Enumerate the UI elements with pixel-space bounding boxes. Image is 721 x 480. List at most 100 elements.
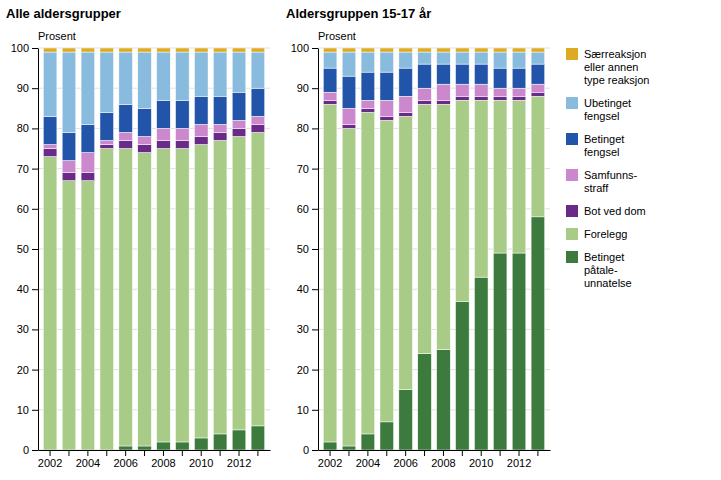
bar-segment bbox=[531, 52, 545, 64]
y-tick-label: 20 bbox=[297, 364, 309, 376]
x-tick-mark bbox=[87, 450, 88, 456]
y-tick-mark bbox=[32, 289, 38, 290]
x-tick-mark bbox=[144, 450, 145, 456]
bar-segment bbox=[119, 104, 133, 132]
bar-segment bbox=[176, 52, 190, 100]
bar-segment bbox=[380, 52, 394, 72]
x-tick-label: 2010 bbox=[189, 457, 213, 469]
x-tick: 2008 bbox=[151, 450, 175, 469]
x-tick-mark bbox=[462, 450, 463, 456]
y-tick-label: 0 bbox=[23, 444, 29, 456]
y-tick-label: 20 bbox=[17, 364, 29, 376]
bar-segment bbox=[380, 72, 394, 100]
y-tick-label: 50 bbox=[17, 243, 29, 255]
bar-segment bbox=[456, 48, 470, 52]
bar-segment bbox=[138, 153, 152, 446]
bar-segment bbox=[493, 96, 507, 100]
bar-segment bbox=[232, 48, 246, 52]
bar-segment bbox=[138, 52, 152, 108]
bar-segment bbox=[62, 52, 76, 132]
bar-segment bbox=[194, 144, 208, 437]
legend-swatch bbox=[566, 228, 578, 240]
bar-segment bbox=[100, 149, 114, 451]
bar-segment bbox=[380, 120, 394, 422]
x-axis: 200220042006200820102012 bbox=[38, 450, 271, 469]
y-tick-mark bbox=[32, 169, 38, 170]
bar-segment bbox=[194, 52, 208, 96]
bar-segment bbox=[43, 52, 57, 116]
x-tick-label: 2008 bbox=[151, 457, 175, 469]
legend-swatch bbox=[566, 251, 578, 263]
y-tick: 100 bbox=[291, 42, 318, 54]
y-tick-label: 10 bbox=[17, 404, 29, 416]
x-tick-mark bbox=[367, 450, 368, 456]
x-axis-line bbox=[39, 450, 271, 451]
x-tick: 2008 bbox=[431, 450, 455, 469]
bar-segment bbox=[176, 149, 190, 442]
bar-segment bbox=[493, 48, 507, 52]
bar-segment bbox=[437, 84, 451, 100]
x-tick-mark bbox=[519, 450, 520, 456]
bar-segment bbox=[437, 64, 451, 84]
bar-segment bbox=[100, 144, 114, 148]
bar-segment bbox=[342, 108, 356, 124]
y-tick: 50 bbox=[297, 243, 318, 255]
bar-segment bbox=[399, 390, 413, 450]
bar-segment bbox=[474, 64, 488, 84]
y-tick: 10 bbox=[297, 404, 318, 416]
y-axis-line bbox=[38, 49, 39, 451]
legend: Særreaksjoneller annentype reaksjonUbeti… bbox=[566, 48, 649, 289]
x-tick: 2006 bbox=[393, 450, 417, 469]
y-tick: 60 bbox=[297, 203, 318, 215]
bar-segment bbox=[361, 100, 375, 108]
bar-segment bbox=[157, 52, 171, 100]
y-tick-mark bbox=[32, 48, 38, 49]
y-tick-label: 30 bbox=[297, 323, 309, 335]
grid bbox=[318, 48, 550, 450]
y-tick: 0 bbox=[23, 444, 38, 456]
x-tick-mark bbox=[405, 450, 406, 456]
bar-segment bbox=[399, 52, 413, 68]
x-tick-mark bbox=[257, 450, 258, 456]
y-tick-label: 60 bbox=[297, 203, 309, 215]
x-tick-mark bbox=[239, 450, 240, 456]
x-tick bbox=[348, 450, 349, 456]
legend-label-line: Bot ved dom bbox=[584, 205, 646, 217]
y-axis: 0102030405060708090100 bbox=[11, 42, 39, 456]
bar-segment bbox=[342, 52, 356, 76]
bar-segment bbox=[342, 446, 356, 450]
bar-segment bbox=[380, 116, 394, 120]
x-tick: 2004 bbox=[356, 450, 380, 469]
chart-root: 2002200420062008201020120102030405060708… bbox=[0, 0, 721, 480]
bar-segment bbox=[437, 48, 451, 52]
y-tick-mark bbox=[312, 410, 318, 411]
y-tick-label: 40 bbox=[297, 283, 309, 295]
bar-segment bbox=[176, 100, 190, 128]
x-tick-mark bbox=[50, 450, 51, 456]
bar-segment bbox=[100, 48, 114, 52]
bar-segment bbox=[342, 76, 356, 108]
x-tick-label: 2012 bbox=[507, 457, 531, 469]
y-tick: 90 bbox=[297, 82, 318, 94]
x-tick-mark bbox=[424, 450, 425, 456]
x-tick-mark bbox=[163, 450, 164, 456]
bar-segment bbox=[232, 92, 246, 120]
bar-segment bbox=[418, 100, 432, 104]
bar-segment bbox=[456, 100, 470, 301]
legend-label-line: unnatelse bbox=[584, 277, 632, 289]
bar-segment bbox=[399, 116, 413, 389]
bar-segment bbox=[138, 108, 152, 136]
bar-segment bbox=[531, 96, 545, 217]
bar-segment bbox=[323, 104, 337, 442]
bar-segment bbox=[512, 48, 526, 52]
series-bars bbox=[323, 52, 544, 76]
bar-segment bbox=[361, 52, 375, 72]
bar-segment bbox=[157, 140, 171, 148]
bar-segment bbox=[361, 48, 375, 52]
bar-segment bbox=[493, 88, 507, 96]
bar-segment bbox=[437, 52, 451, 64]
bar-segment bbox=[119, 140, 133, 148]
y-tick-mark bbox=[312, 370, 318, 371]
x-tick-label: 2004 bbox=[76, 457, 100, 469]
y-tick-mark bbox=[32, 209, 38, 210]
